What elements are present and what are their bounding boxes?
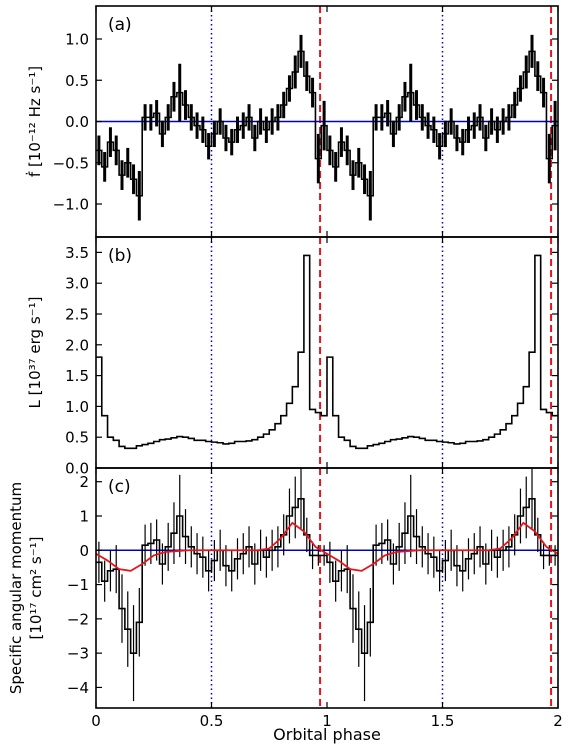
y-tick-label: 0.5: [65, 429, 89, 447]
y-axis-label: ḟ [10⁻¹² Hz s⁻¹]: [25, 66, 44, 177]
y-tick-label: 0: [79, 542, 89, 560]
y-tick-label: −4: [67, 679, 89, 697]
y-tick-label: 1.0: [65, 398, 89, 416]
x-axis: 0 0.5 1 1.5 2: [91, 712, 563, 730]
y-tick-label: −1.0: [53, 196, 89, 214]
y-axis-label: [10¹⁷ cm² s⁻¹]: [27, 537, 45, 640]
y-axis-label: Specific angular momentum: [7, 482, 25, 694]
y-axis-label: L [10³⁷ erg s⁻¹]: [26, 297, 44, 409]
y-tick-label: −3: [67, 645, 89, 663]
panel-3: −4 −3 −2 −1 0 1 2 (c) Specific angular momentum[…: [7, 467, 559, 709]
plot-area: [96, 237, 558, 468]
x-axis-label: Orbital phase: [273, 725, 381, 744]
axes-frame: [95, 236, 559, 469]
y-tick-label: 2: [79, 473, 89, 491]
y-tick-label: 0.5: [65, 72, 89, 90]
step-series: [96, 254, 558, 450]
y-tick-label: −2: [67, 610, 89, 628]
y-tick-label: 1.0: [65, 31, 89, 49]
x-tick-label: 2: [553, 712, 563, 730]
y-tick-label: 1: [79, 508, 89, 526]
y-tick-label: 2.0: [65, 336, 89, 354]
step-series: [96, 498, 558, 654]
y-tick-label: 2.5: [65, 306, 89, 324]
y-tick-label: −1: [67, 576, 89, 594]
y-tick-label: 3.0: [65, 275, 89, 293]
y-tick-label: 3.5: [65, 244, 89, 262]
x-tick-label: 1: [322, 712, 332, 730]
panel-2: 0.0 0.5 1.0 1.5 2.0 2.5 3.0 3.5 (b) L [10³⁷ erg s…: [26, 236, 559, 478]
x-tick-label: 0.5: [200, 712, 224, 730]
axes-frame: [95, 467, 559, 709]
panel-label: (c): [108, 477, 131, 497]
model-curve: [96, 521, 558, 572]
y-tick-label: 0.0: [65, 460, 89, 478]
panels: −1.0−0.50.00.51.0(a)ḟ [10⁻¹² Hz s⁻¹]0.00…: [7, 5, 559, 709]
panel-label: (b): [108, 246, 132, 266]
y-tick-label: −0.5: [53, 154, 89, 172]
y-tick-label: 0.0: [65, 113, 89, 131]
panel-1: −1.0 −0.5 0.0 0.5 1.0 (a) ḟ [10⁻¹² Hz s⁻¹]: [25, 5, 559, 238]
x-tick-label: 0: [91, 712, 101, 730]
plot-area: [96, 468, 558, 708]
y-tick-label: 1.5: [65, 367, 89, 385]
plot-area: [96, 6, 558, 237]
panel-label: (a): [108, 15, 132, 35]
x-tick-label: 1.5: [431, 712, 455, 730]
step-series: [96, 50, 558, 197]
